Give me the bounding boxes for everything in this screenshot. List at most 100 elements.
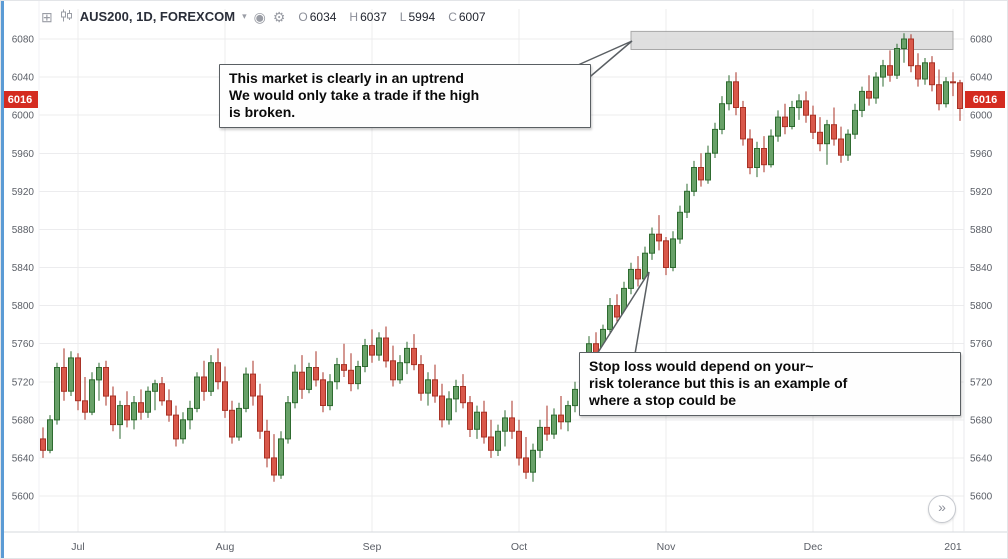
candle [271, 457, 277, 476]
symbol-title[interactable]: AUS200, 1D, FOREXCOM [79, 9, 236, 24]
candle [649, 233, 655, 254]
price-scale-left[interactable] [1, 1, 39, 532]
candle [761, 148, 767, 166]
price-tick-label: 5840 [12, 263, 35, 274]
candle [194, 376, 200, 409]
price-tick-label: 5720 [12, 377, 35, 388]
price-tick-label: 5800 [970, 301, 993, 312]
candle [705, 152, 711, 181]
candle [222, 381, 228, 411]
ohlc-open: O 6034 [298, 9, 337, 24]
candle [418, 364, 424, 394]
chevron-down-icon[interactable]: ▾ [242, 11, 247, 21]
candle [502, 417, 508, 432]
ohlc-close: C 6007 [448, 9, 486, 24]
candle [110, 395, 116, 426]
annotation-callout-uptrend[interactable]: This market is clearly in an uptrend We … [219, 64, 591, 129]
candle [880, 65, 886, 78]
candlestick-style-icon[interactable] [60, 9, 73, 24]
candle [68, 357, 74, 392]
candle [306, 367, 312, 390]
candle [768, 135, 774, 166]
candle [817, 131, 823, 145]
current-price-badge-left: 6016 [2, 91, 38, 108]
candle [565, 405, 571, 423]
candle [390, 360, 396, 381]
candle [558, 414, 564, 423]
price-scale-right[interactable] [964, 1, 1007, 532]
candle [656, 233, 662, 242]
candle [54, 367, 60, 421]
candle [866, 90, 872, 99]
candle [145, 390, 151, 413]
candle [887, 65, 893, 76]
candle [362, 345, 368, 368]
callout-line: where a stop could be [589, 391, 737, 408]
goto-latest-button[interactable]: » [928, 495, 956, 523]
candle [425, 379, 431, 394]
candle [726, 81, 732, 105]
candle [320, 379, 326, 406]
candle [915, 65, 921, 80]
price-tick-label: 6040 [12, 73, 35, 84]
candle [922, 62, 928, 80]
plus-box-icon[interactable]: ⊞ [41, 8, 53, 25]
candle [873, 76, 879, 99]
circle-dot-icon[interactable]: ◉ [253, 8, 266, 25]
candle [446, 398, 452, 421]
callout-line: Stop loss would depend on your~ [589, 358, 814, 374]
price-tick-label: 6080 [12, 35, 35, 46]
candle [628, 268, 634, 289]
candle [747, 138, 753, 169]
callout-pointer-stoploss [595, 271, 650, 355]
price-tick-label: 6040 [970, 73, 993, 84]
candle [845, 133, 851, 156]
candle [782, 116, 788, 128]
candle [257, 395, 263, 432]
ohlc-high: H 6037 [349, 9, 387, 24]
candle [313, 367, 319, 381]
candle [201, 376, 207, 392]
candle [824, 124, 830, 145]
annotation-callout-stoploss[interactable]: Stop loss would depend on your~ risk tol… [579, 352, 961, 417]
price-tick-label: 5600 [970, 492, 993, 503]
callout-line: We would only take a trade if the high [229, 86, 480, 103]
candle [264, 430, 270, 459]
candle [894, 48, 900, 76]
candle [488, 436, 494, 451]
candle [481, 411, 487, 438]
candle [467, 402, 473, 430]
price-tick-label: 5920 [970, 187, 993, 198]
candle [516, 430, 522, 459]
candle [47, 419, 53, 451]
callout-line: This market is clearly in an uptrend [229, 70, 464, 86]
candle [740, 107, 746, 140]
candle [544, 426, 550, 435]
gear-icon[interactable]: ⚙ [272, 8, 286, 25]
time-axis-label: Oct [511, 541, 527, 553]
candle [355, 366, 361, 385]
candle [397, 362, 403, 381]
candle [103, 367, 109, 397]
price-tick-label: 5680 [12, 415, 35, 426]
resistance-zone[interactable] [630, 30, 954, 50]
candle [187, 407, 193, 421]
candle [159, 383, 165, 402]
candle [243, 373, 249, 409]
candle [789, 107, 795, 127]
candle [285, 402, 291, 440]
time-axis-label: 201 [944, 541, 962, 553]
candle [173, 414, 179, 440]
candle [348, 369, 354, 385]
price-tick-label: 5760 [12, 339, 35, 350]
candle [572, 388, 578, 407]
candle [936, 84, 942, 105]
candle [614, 305, 620, 318]
candle [40, 438, 46, 451]
price-tick-label: 5600 [12, 492, 35, 503]
candle [131, 402, 137, 421]
time-axis-label: Dec [804, 541, 823, 553]
candle [719, 103, 725, 130]
time-scale[interactable] [1, 532, 1007, 558]
